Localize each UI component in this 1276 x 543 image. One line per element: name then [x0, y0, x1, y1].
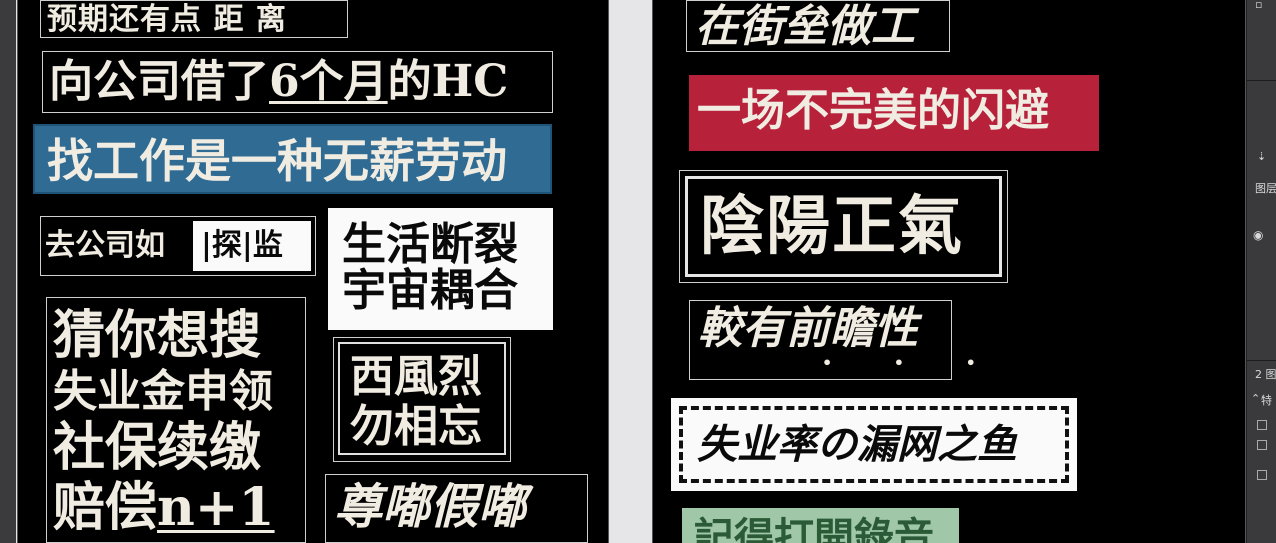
- artboard-left[interactable]: 预期还有点 距 离 向公司借了6个月的HC 找工作是一种无薪劳动 去公司如 |探…: [17, 0, 609, 543]
- tag-guess-line4-b: n+1: [157, 477, 275, 538]
- tag-record-audio[interactable]: 記得打開錄音: [682, 508, 959, 543]
- tag-west-wind-line2: 勿相忘: [350, 401, 482, 452]
- tag-barricade[interactable]: 在街垒做工: [686, 0, 950, 52]
- tag-yin-yang-text: 陰陽正氣: [700, 189, 964, 264]
- tag-guess-line4-a: 赔偿: [53, 477, 158, 538]
- tag-unemployment-inner: 失业率の漏网之鱼: [679, 406, 1069, 483]
- panel-item2-label: 2 图: [1255, 368, 1276, 381]
- tag-forward-looking-dots: • • •: [822, 353, 1004, 372]
- tag-company-visit-prefix: 去公司如: [45, 228, 165, 263]
- layer-visibility-eye-icon[interactable]: ◉: [1253, 228, 1264, 242]
- tag-job-hunting[interactable]: 找工作是一种无薪劳动: [33, 124, 552, 194]
- properties-panel: ▫ ⇣ 图层 ◉ 2 图 ⌃ 特: [1246, 0, 1276, 543]
- tag-borrow-hc[interactable]: 向公司借了6个月的HC: [42, 51, 553, 113]
- tag-west-wind-line1: 西風烈: [350, 351, 482, 402]
- tag-unemployment[interactable]: 失业率の漏网之鱼: [671, 398, 1077, 491]
- artboard-right[interactable]: 在街垒做工 一场不完美的闪避 陰陽正氣 較有前瞻性 • • • 失业率の漏网之鱼…: [652, 0, 1246, 543]
- panel-checkbox-1[interactable]: [1257, 420, 1267, 430]
- tag-guess-search[interactable]: 猜你想搜 失业金申领 社保续缴 赔偿n+1: [46, 297, 306, 543]
- tag-life-break-line2: 宇宙耦合: [342, 265, 518, 316]
- panel-sort-icon[interactable]: ⇣: [1257, 150, 1267, 163]
- panel-layers-label: 图层: [1255, 182, 1276, 195]
- panel-props-label: 特: [1261, 394, 1272, 407]
- panel-expand-icon[interactable]: ⌃: [1251, 392, 1261, 405]
- tag-zun-du[interactable]: 尊嘟假嘟: [325, 474, 588, 543]
- tag-yin-yang[interactable]: 陰陽正氣: [679, 170, 1008, 283]
- tag-west-wind-inner: 西風烈 勿相忘: [338, 342, 506, 455]
- tag-life-break[interactable]: 生活断裂 宇宙耦合: [328, 208, 553, 330]
- tag-guess-line2: 失业金申领: [53, 366, 273, 417]
- left-toolbar-strip: [0, 0, 16, 543]
- tag-company-visit-box[interactable]: |探|监: [193, 221, 311, 271]
- tag-expect-distance[interactable]: 预期还有点 距 离: [40, 0, 348, 38]
- panel-window-icon[interactable]: ▫: [1255, 0, 1263, 11]
- tag-guess-line1: 猜你想搜: [53, 305, 262, 366]
- tag-guess-line3: 社保续缴: [53, 417, 262, 478]
- tag-unemployment-text: 失业率の漏网之鱼: [697, 421, 1017, 468]
- panel-checkbox-3[interactable]: [1257, 470, 1267, 480]
- panel-checkbox-2[interactable]: [1257, 440, 1267, 450]
- tag-borrow-hc-prefix: 向公司借了: [49, 56, 269, 107]
- tag-guess-line4: 赔偿n+1: [53, 478, 305, 538]
- tag-forward-looking[interactable]: 較有前瞻性 • • •: [689, 300, 1004, 380]
- tag-yin-yang-inner: 陰陽正氣: [685, 176, 1002, 277]
- tag-west-wind[interactable]: 西風烈 勿相忘: [333, 337, 511, 462]
- tag-borrow-hc-highlight: 6个月: [269, 56, 388, 107]
- tag-forward-looking-text: 較有前瞻性: [698, 303, 918, 354]
- tag-life-break-line1: 生活断裂: [342, 219, 518, 270]
- tag-borrow-hc-suffix: 的HC: [387, 56, 509, 107]
- tag-imperfect-dodge[interactable]: 一场不完美的闪避: [689, 75, 1099, 151]
